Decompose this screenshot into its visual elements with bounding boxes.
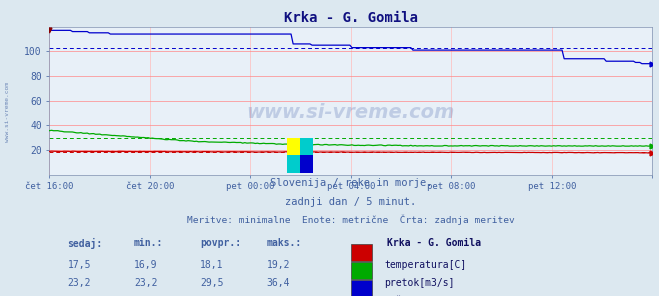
Text: maks.:: maks.: xyxy=(266,238,302,248)
Text: www.si-vreme.com: www.si-vreme.com xyxy=(246,103,455,122)
Text: 23,2: 23,2 xyxy=(134,278,158,288)
FancyBboxPatch shape xyxy=(351,280,372,296)
Text: zadnji dan / 5 minut.: zadnji dan / 5 minut. xyxy=(285,197,416,207)
Text: povpr.:: povpr.: xyxy=(200,238,241,248)
Bar xyxy=(287,138,300,155)
Text: pretok[m3/s]: pretok[m3/s] xyxy=(384,278,455,288)
Title: Krka - G. Gomila: Krka - G. Gomila xyxy=(284,12,418,25)
Text: 36,4: 36,4 xyxy=(266,278,290,288)
Text: 29,5: 29,5 xyxy=(200,278,223,288)
Text: 16,9: 16,9 xyxy=(134,260,158,270)
Text: 17,5: 17,5 xyxy=(67,260,91,270)
FancyBboxPatch shape xyxy=(351,244,372,261)
Text: Slovenija / reke in morje.: Slovenija / reke in morje. xyxy=(270,178,432,189)
Bar xyxy=(287,155,300,173)
FancyBboxPatch shape xyxy=(351,262,372,279)
Text: 23,2: 23,2 xyxy=(67,278,91,288)
Bar xyxy=(300,155,313,173)
Text: 18,1: 18,1 xyxy=(200,260,223,270)
Text: Krka - G. Gomila: Krka - G. Gomila xyxy=(387,238,481,248)
Text: sedaj:: sedaj: xyxy=(67,238,103,249)
Text: min.:: min.: xyxy=(134,238,163,248)
Text: www.si-vreme.com: www.si-vreme.com xyxy=(5,83,11,142)
Bar xyxy=(300,138,313,155)
Text: temperatura[C]: temperatura[C] xyxy=(384,260,467,270)
Text: 19,2: 19,2 xyxy=(266,260,290,270)
Text: Meritve: minimalne  Enote: metrične  Črta: zadnja meritev: Meritve: minimalne Enote: metrične Črta:… xyxy=(187,215,515,225)
